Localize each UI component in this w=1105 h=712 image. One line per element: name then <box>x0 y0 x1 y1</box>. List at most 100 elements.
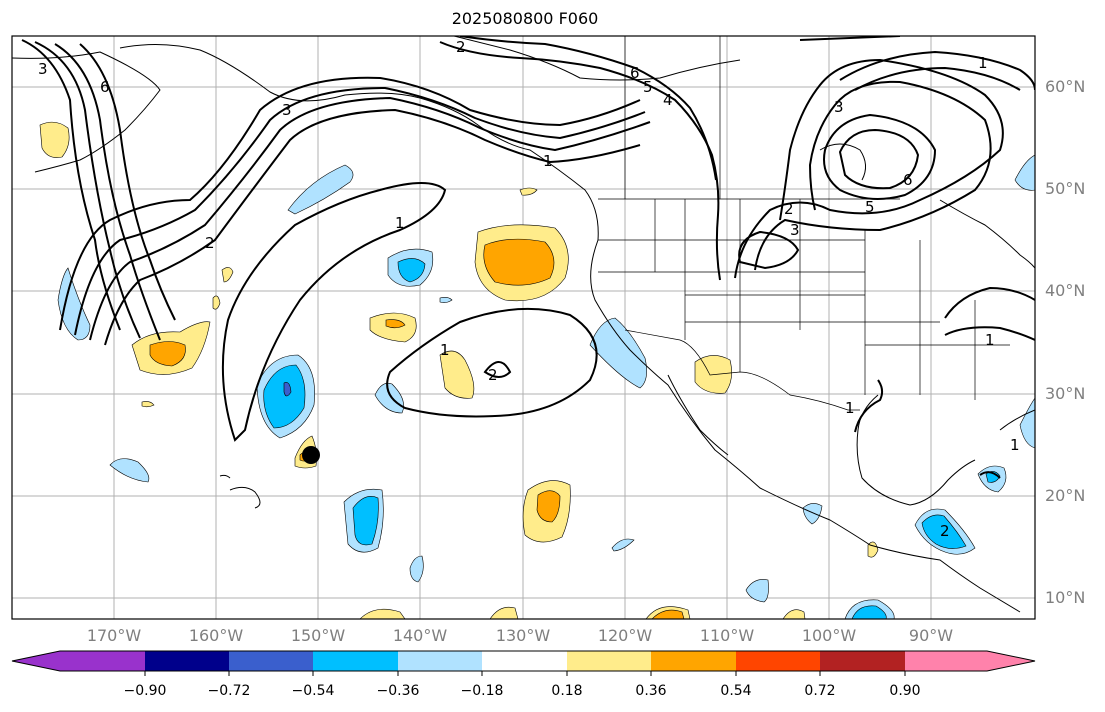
negative-anomaly-area <box>1019 397 1035 449</box>
lon-label: 160°W <box>188 626 244 645</box>
contour-label: 1 <box>978 54 988 72</box>
contour-label: 3 <box>38 60 48 78</box>
colorbar-segment <box>229 651 313 671</box>
positive-anomaly-area <box>867 541 879 558</box>
negative-anomaly-area <box>397 258 426 283</box>
contour-label: 1 <box>985 331 995 349</box>
negative-anomaly-area <box>287 164 354 215</box>
positive-anomaly-area <box>212 295 221 310</box>
lon-label: 90°W <box>908 626 954 645</box>
contour-label: 3 <box>834 98 844 116</box>
contour-label: 1 <box>395 214 405 232</box>
contour-label: 3 <box>790 221 800 239</box>
lon-label: 140°W <box>392 626 448 645</box>
positive-anomaly-area <box>39 121 70 158</box>
lon-label: 170°W <box>86 626 142 645</box>
colorbar-tick-label: −0.36 <box>376 683 420 699</box>
grid-lines <box>12 36 1035 619</box>
negative-anomaly-area <box>439 297 453 303</box>
contour-label: 2 <box>940 522 950 540</box>
colorbar-extend-max <box>987 651 1035 671</box>
positive-anomaly-area <box>141 401 155 408</box>
lon-label: 120°W <box>597 626 653 645</box>
contour-label: 6 <box>630 64 640 82</box>
positive-anomaly-area <box>359 608 406 619</box>
colorbar-segment <box>313 651 398 671</box>
contour-label: 4 <box>663 91 673 109</box>
negative-anomaly-area <box>109 458 150 483</box>
colorbar-segment <box>820 651 905 671</box>
map-title: 2025080800 F060 <box>451 9 599 28</box>
contour-label: 1 <box>440 341 450 359</box>
lat-label: 10°N <box>1045 588 1086 607</box>
contour-label: 2 <box>456 38 466 56</box>
contour-label: 2 <box>488 366 498 384</box>
positive-anomaly-area <box>385 319 406 329</box>
negative-anomaly-area <box>589 317 647 389</box>
negative-anomaly-area <box>921 514 967 549</box>
negative-anomaly-area <box>352 496 379 546</box>
colorbar-tick-label: −0.90 <box>123 683 167 699</box>
positive-anomaly-area <box>782 609 806 619</box>
plot-frame <box>11 35 1036 620</box>
negative-anomaly-area <box>851 605 887 619</box>
colorbar-tick-label: 0.36 <box>635 683 667 699</box>
colorbar-segment <box>567 651 651 671</box>
colorbar-outline <box>11 650 1036 672</box>
lon-label: 150°W <box>290 626 346 645</box>
lat-label: 50°N <box>1045 179 1086 198</box>
lat-label: 30°N <box>1045 384 1086 403</box>
colorbar-tick-label: 0.18 <box>551 683 583 699</box>
colorbar <box>11 650 1036 676</box>
colorbar-segment <box>145 651 229 671</box>
negative-anomaly-area <box>745 579 769 603</box>
anomaly-fills <box>39 121 1035 619</box>
contour-label: 1 <box>845 399 855 417</box>
coastlines <box>12 36 1035 613</box>
location-marker <box>302 446 320 464</box>
lat-label: 60°N <box>1045 77 1086 96</box>
colorbar-segment <box>905 651 987 671</box>
colorbar-tick-label: 0.90 <box>889 683 921 699</box>
positive-anomaly-area <box>483 238 555 286</box>
positive-anomaly-area <box>536 490 561 523</box>
colorbar-extend-min <box>12 651 60 671</box>
contour-label: 2 <box>784 200 794 218</box>
lon-label: 100°W <box>801 626 857 645</box>
negative-anomaly-area <box>611 538 635 552</box>
contour-label: 1 <box>1010 436 1020 454</box>
lon-label: 130°W <box>495 626 551 645</box>
contour-label-group: 3 6 2 6 5 4 3 1 2 3 6 5 3 2 1 1 1 2 1 1 … <box>38 38 1020 540</box>
lat-label: 20°N <box>1045 486 1086 505</box>
political-borders <box>598 36 1010 411</box>
contour-label: 6 <box>100 78 110 96</box>
positive-anomaly-area <box>221 267 234 283</box>
contour-label: 3 <box>282 101 292 119</box>
negative-anomaly-area <box>57 267 91 341</box>
positive-anomaly-area <box>439 350 475 399</box>
lat-label: 40°N <box>1045 281 1086 300</box>
colorbar-tick-label: 0.54 <box>720 683 752 699</box>
colorbar-tick-label: −0.54 <box>291 683 335 699</box>
lon-label: 110°W <box>699 626 755 645</box>
colorbar-tick-label: 0.72 <box>804 683 836 699</box>
negative-anomaly-area <box>374 382 404 414</box>
contour-lines <box>21 36 1035 479</box>
contour-label: 6 <box>903 171 913 189</box>
colorbar-segment <box>736 651 820 671</box>
colorbar-tick-label: −0.72 <box>207 683 251 699</box>
positive-anomaly-area <box>149 341 186 367</box>
negative-anomaly-area <box>283 382 292 397</box>
positive-anomaly-area <box>519 187 538 196</box>
contour-label: 5 <box>643 78 653 96</box>
contour-label: 5 <box>865 198 875 216</box>
contour-label: 1 <box>543 152 553 170</box>
colorbar-tick-label: −0.18 <box>460 683 504 699</box>
positive-anomaly-area <box>651 609 685 619</box>
colorbar-segment <box>398 651 482 671</box>
contour-label: 2 <box>205 234 215 252</box>
colorbar-segment <box>60 651 145 671</box>
colorbar-segment <box>482 651 567 671</box>
negative-anomaly-area <box>1014 154 1035 191</box>
